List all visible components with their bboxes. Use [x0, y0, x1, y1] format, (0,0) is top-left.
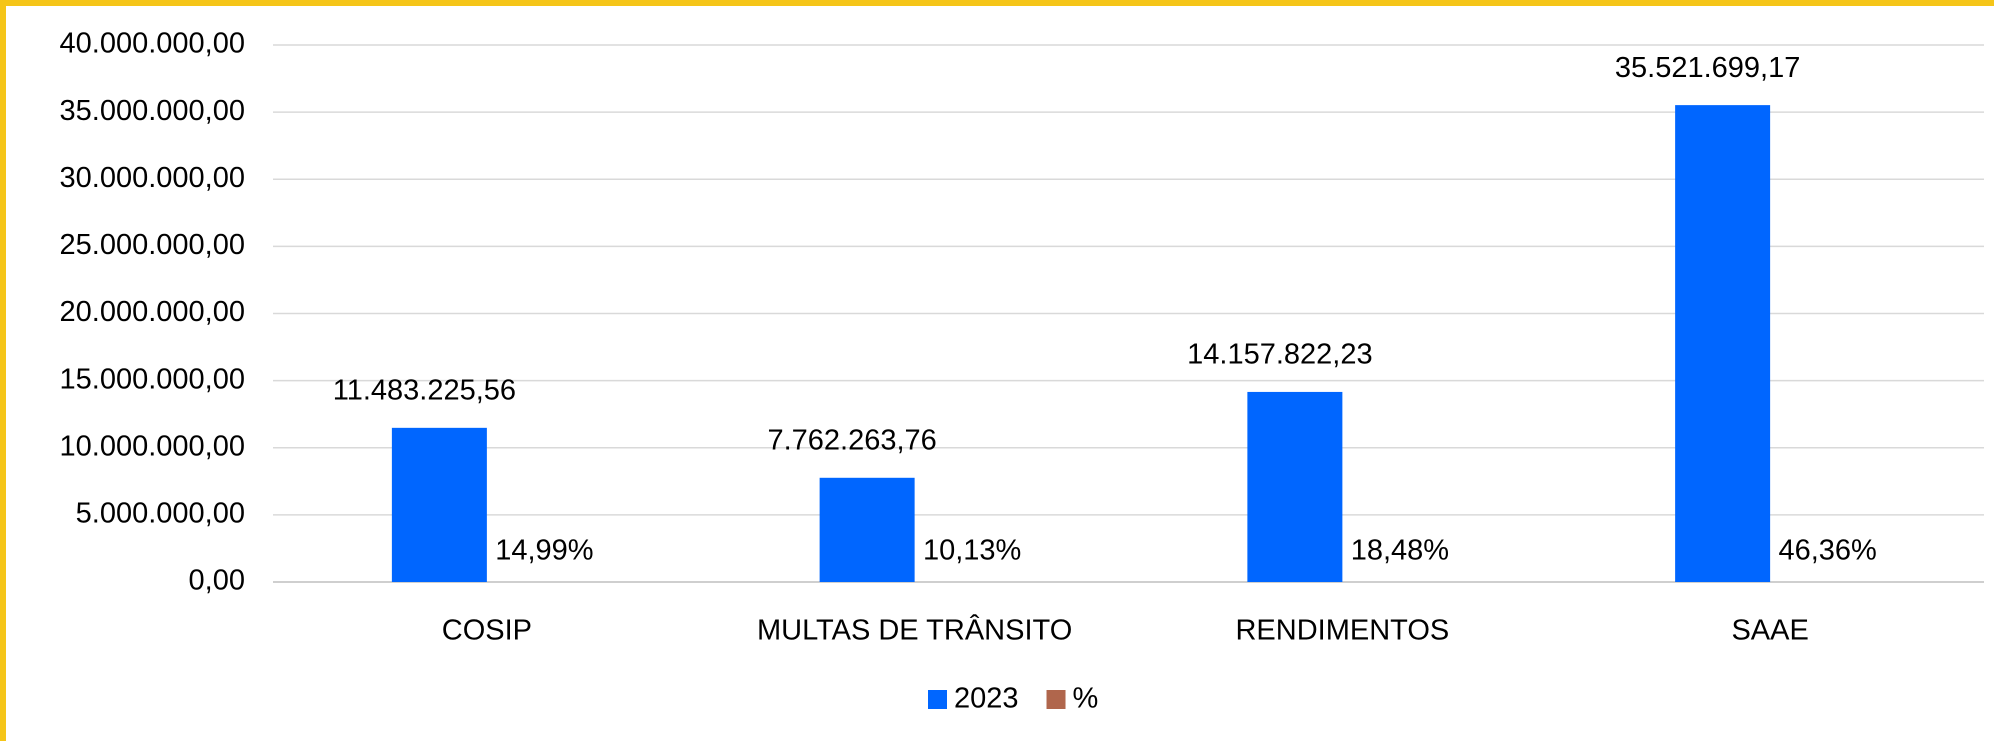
bar — [391, 427, 487, 582]
bar — [1247, 391, 1343, 582]
value-label: 10,13% — [923, 535, 1021, 567]
value-label: 14.157.822,23 — [1187, 339, 1372, 371]
legend-label: 2023 — [954, 683, 1019, 715]
legend-swatch — [1046, 690, 1066, 709]
value-label: 14,99% — [495, 535, 593, 567]
legend-label: % — [1073, 683, 1099, 715]
bar — [819, 477, 915, 582]
y-tick-label: 20.000.000,00 — [60, 296, 245, 328]
x-tick-label: RENDIMENTOS — [1235, 615, 1449, 647]
value-label: 46,36% — [1778, 535, 1876, 567]
y-tick-label: 25.000.000,00 — [60, 229, 245, 261]
legend-swatch — [928, 690, 947, 709]
y-tick-label: 10.000.000,00 — [60, 430, 245, 462]
value-label: 18,48% — [1351, 535, 1449, 567]
x-tick-label: SAAE — [1731, 615, 1808, 647]
y-tick-label: 35.000.000,00 — [60, 95, 245, 127]
value-label: 11.483.225,56 — [333, 374, 516, 406]
value-label: 35.521.699,17 — [1615, 52, 1800, 84]
x-tick-label: MULTAS DE TRÂNSITO — [757, 614, 1072, 647]
y-tick-label: 40.000.000,00 — [60, 28, 245, 60]
y-tick-label: 15.000.000,00 — [60, 363, 245, 395]
y-tick-label: 5.000.000,00 — [76, 498, 245, 530]
value-label: 7.762.263,76 — [767, 424, 936, 456]
y-tick-label: 0,00 — [189, 565, 245, 597]
x-tick-label: COSIP — [442, 615, 532, 647]
bar — [1675, 105, 1771, 582]
y-tick-label: 30.000.000,00 — [60, 162, 245, 194]
